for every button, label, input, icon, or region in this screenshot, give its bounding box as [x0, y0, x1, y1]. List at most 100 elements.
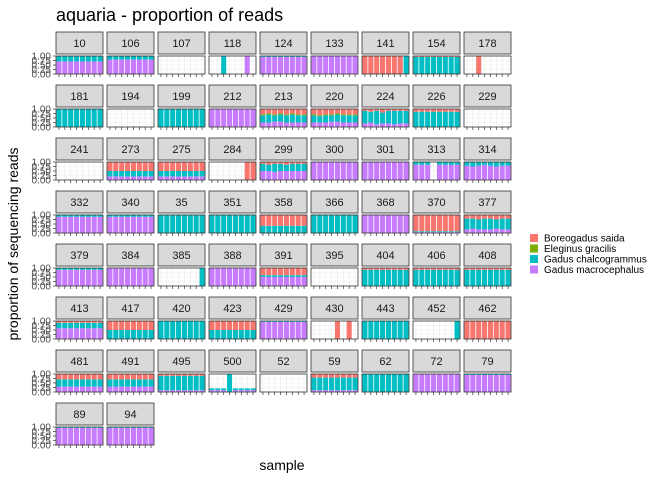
bar-segment: [107, 374, 113, 380]
bar-segment: [97, 328, 103, 339]
bars: [413, 374, 460, 392]
bar-segment: [74, 321, 80, 323]
facet-border: [157, 320, 206, 340]
bar-segment: [85, 328, 91, 339]
bar-segment: [74, 386, 80, 392]
y-tick-label: 1.00: [32, 264, 52, 275]
bar-segment: [346, 114, 352, 116]
bars: [260, 321, 307, 339]
bar-segment: [107, 427, 113, 428]
y-tick-label: 0.50: [32, 167, 52, 178]
facet-strip: [259, 137, 308, 161]
bar-segment: [368, 215, 374, 233]
facet-strip: [106, 190, 155, 214]
bar-segment: [119, 386, 125, 392]
facet-strip-label: 395: [325, 250, 343, 262]
bar-segment: [448, 111, 454, 127]
facet-border: [361, 108, 410, 128]
bar-segment: [79, 328, 85, 339]
facet-border: [208, 108, 257, 128]
facet-strip: [55, 190, 104, 214]
bar-segment: [454, 56, 460, 57]
y-tick-label: 0.00: [32, 335, 52, 346]
bar-segment: [56, 427, 62, 445]
bar-segment: [232, 330, 238, 339]
y-tick-label: 0.50: [32, 220, 52, 231]
bar-segment: [403, 269, 409, 286]
bar-segment: [374, 56, 380, 74]
bar-segment: [91, 427, 97, 445]
bar-segment: [419, 111, 425, 127]
facet-border: [157, 267, 206, 287]
bar-segment: [260, 109, 266, 115]
facet-299: 299: [259, 137, 308, 183]
bar-segment: [250, 390, 256, 392]
bar-segment: [68, 269, 74, 286]
facet-199: 199: [157, 84, 206, 130]
bar-segment: [283, 56, 289, 57]
bars: [209, 109, 256, 127]
bar-segment: [289, 163, 295, 171]
facet-395: 395: [310, 243, 359, 289]
bar-segment: [323, 377, 329, 391]
bar-segment: [334, 113, 340, 115]
facet-94: 94: [106, 402, 155, 448]
facet-314: 314: [463, 137, 512, 183]
facet-strip: [55, 349, 104, 373]
bars: [362, 56, 409, 74]
bar-segment: [97, 109, 103, 127]
facet-332: 332 0.000.250.500.751.00: [32, 190, 104, 240]
facet-strip: [157, 243, 206, 267]
bar-segment: [136, 379, 142, 387]
facet-strip-label: 273: [121, 144, 139, 156]
bar-segment: [346, 377, 352, 391]
bar-segment: [374, 268, 380, 270]
bar-segment: [79, 321, 85, 323]
bar-segment: [79, 322, 85, 329]
bars: [464, 215, 511, 233]
bar-segment: [107, 321, 113, 330]
bar-segment: [148, 321, 154, 330]
y-tick-label: 0.00: [32, 176, 52, 187]
bar-segment: [346, 109, 352, 115]
facet-border: [208, 55, 257, 75]
facet-border: [310, 214, 359, 234]
bar-segment: [413, 109, 419, 112]
facet-strip: [157, 137, 206, 161]
bar-segment: [352, 215, 358, 233]
bar-segment: [62, 379, 68, 387]
bar-segment: [97, 427, 103, 428]
bar-segment: [295, 163, 301, 171]
bar-segment: [283, 162, 289, 165]
legend-item: Boreogadus saida: [530, 234, 625, 245]
bar-segment: [380, 321, 386, 339]
bar-segment: [232, 268, 238, 286]
bar-segment: [482, 229, 488, 233]
bar-segment: [130, 321, 136, 330]
facet-strip-label: 420: [172, 303, 190, 315]
facet-border: [463, 267, 512, 287]
y-tick-label: 0.00: [32, 123, 52, 134]
bar-segment: [113, 427, 119, 428]
bar-segment: [464, 321, 470, 339]
bar-segment: [56, 215, 62, 217]
facet-351: 351: [208, 190, 257, 236]
bar-segment: [317, 122, 323, 127]
facet-border: [106, 373, 155, 393]
bar-segment: [62, 268, 68, 270]
facet-strip: [361, 296, 410, 320]
facet-border: [463, 320, 512, 340]
bar-segment: [334, 377, 340, 391]
bar-segment: [136, 176, 142, 180]
bar-segment: [448, 56, 454, 57]
facet-strip: [106, 243, 155, 267]
bar-segment: [148, 215, 154, 217]
bar-segment: [119, 216, 125, 233]
bar-segment: [334, 374, 340, 378]
bar-segment: [334, 109, 340, 114]
bar-segment: [397, 56, 403, 74]
bar-segment: [334, 162, 340, 180]
facet-379: 379 0.000.250.500.751.00: [32, 243, 104, 293]
bar-segment: [164, 375, 170, 391]
